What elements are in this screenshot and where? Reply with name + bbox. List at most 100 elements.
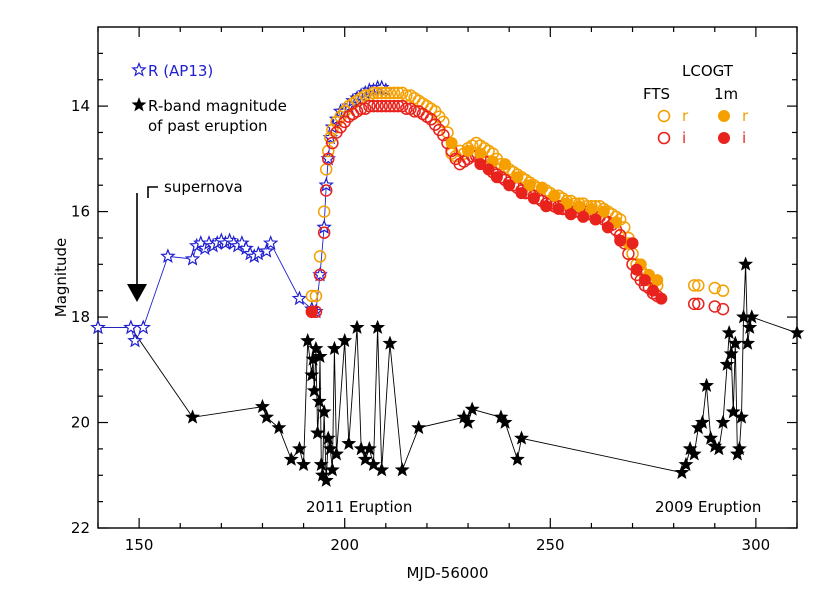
lcogt-1m-i-point bbox=[503, 179, 516, 192]
r-band-magnitude-of-past-eruption-point bbox=[789, 325, 805, 340]
r-band-magnitude-of-past-eruption-point bbox=[311, 393, 327, 408]
lcogt-1m-i-point bbox=[577, 210, 590, 223]
r-band-magnitude-of-past-eruption-point bbox=[719, 356, 735, 371]
lcogt-fts-r-point bbox=[309, 289, 323, 303]
r-band-magnitude-of-past-eruption-point bbox=[740, 335, 756, 350]
lcogt-fts-i-point bbox=[371, 99, 384, 113]
y-axis-title: Magnitude bbox=[52, 238, 70, 317]
lcogt-fts-r-point bbox=[359, 89, 372, 102]
r-band-magnitude-of-past-eruption-point bbox=[723, 346, 739, 361]
legend-left: R (AP13) R-band magnitude of past erupti… bbox=[131, 61, 287, 135]
r-ap13-point bbox=[127, 332, 143, 348]
lcogt-fts-r-point bbox=[692, 279, 705, 292]
r-band-magnitude-of-past-eruption-point bbox=[497, 414, 513, 429]
lcogt-1m-i-point bbox=[305, 305, 318, 318]
r-band-magnitude-of-past-eruption-point bbox=[366, 456, 381, 472]
r-band-magnitude-of-past-eruption-point bbox=[731, 441, 747, 456]
lcogt-fts-r-point bbox=[708, 281, 722, 295]
supernova-bracket bbox=[147, 186, 158, 198]
supernova-label: supernova bbox=[164, 178, 243, 196]
lcogt-1m-i-point bbox=[482, 163, 495, 176]
lcogt-fts-r-point bbox=[313, 250, 327, 263]
lcogt-fts-i-point bbox=[367, 99, 380, 113]
legend-ap13-star-icon bbox=[131, 61, 147, 77]
eruption-2011-label: 2011 Eruption bbox=[306, 498, 412, 516]
x-tick-label: 200 bbox=[330, 536, 359, 554]
r-ap13-point bbox=[184, 250, 201, 266]
lcogt-fts-i-point bbox=[363, 99, 376, 113]
r-band-magnitude-of-past-eruption-point bbox=[320, 430, 336, 445]
x-tick-label: 300 bbox=[742, 536, 771, 554]
lcogt-fts-i-point bbox=[319, 184, 333, 197]
legend-1m-header: 1m bbox=[714, 85, 738, 103]
lcogt-1m-i-point bbox=[626, 237, 639, 250]
lcogt-1m-i-point bbox=[601, 221, 614, 234]
lcogt-fts-i-point bbox=[708, 300, 722, 313]
eruption-2009-label: 2009 Eruption bbox=[655, 498, 761, 516]
x-axis-title: MJD-56000 bbox=[406, 564, 488, 582]
r-band-magnitude-of-past-eruption-point bbox=[725, 404, 741, 419]
lcogt-fts-i-point bbox=[375, 99, 388, 113]
r-band-magnitude-of-past-eruption-point bbox=[734, 409, 749, 424]
r-ap13-point bbox=[90, 319, 106, 335]
lcogt-fts-i-point bbox=[387, 99, 401, 113]
lcogt-fts-i-point bbox=[322, 152, 335, 166]
legend-fts-i-label: i bbox=[682, 129, 686, 147]
lcogt-fts-r-point bbox=[716, 284, 730, 297]
r-band-magnitude-of-past-eruption-point bbox=[374, 462, 390, 477]
r-band-magnitude-of-past-eruption-point bbox=[296, 456, 312, 472]
legend-past-label-2: of past eruption bbox=[148, 117, 268, 135]
lcogt-1m-i-point bbox=[655, 292, 668, 305]
lcogt-fts-i-point bbox=[687, 297, 701, 311]
lcogt-1m-i-point bbox=[527, 192, 540, 205]
r-band-magnitude-of-past-eruption-point bbox=[185, 409, 201, 424]
lcogt-1m-i-point bbox=[638, 274, 651, 287]
r-band-magnitude-of-past-eruption-point bbox=[382, 335, 398, 350]
lcogt-fts-i-point bbox=[408, 105, 421, 118]
r-ap13-point bbox=[291, 290, 308, 306]
legend-past-star-icon bbox=[131, 97, 147, 112]
supernova-arrow-head bbox=[127, 284, 147, 302]
r-band-magnitude-of-past-eruption-point bbox=[255, 398, 270, 414]
tick-labels: 150 200 250 300 14 16 18 20 22 bbox=[71, 97, 770, 554]
legend-1m-r-marker bbox=[718, 110, 730, 122]
r-band-magnitude-of-past-eruption-point bbox=[699, 377, 714, 392]
lcogt-fts-r-point bbox=[400, 89, 413, 102]
lcogt-1m-i-point bbox=[515, 187, 528, 200]
r-band-magnitude-of-past-eruption-point bbox=[308, 340, 324, 356]
legend-fts-header: FTS bbox=[643, 85, 670, 103]
lcogt-fts-r-point bbox=[319, 163, 333, 176]
lcogt-1m-i-point bbox=[589, 213, 602, 226]
r-band-magnitude-of-past-eruption-point bbox=[259, 409, 275, 424]
lcogt-1m-r-point bbox=[573, 200, 586, 213]
r-band-magnitude-of-past-eruption-point bbox=[686, 446, 702, 461]
r-band-magnitude-of-past-eruption-point bbox=[460, 414, 476, 429]
r-band-magnitude-of-past-eruption-point bbox=[316, 404, 332, 419]
lcogt-1m-i-point bbox=[540, 200, 553, 213]
r-band-magnitude-of-past-eruption-point bbox=[271, 419, 287, 435]
r-band-magnitude-of-past-eruption-point bbox=[310, 425, 326, 440]
lcogt-1m-i-point bbox=[647, 284, 660, 297]
legend-lcogt: LCOGT FTS 1m r r i i bbox=[643, 62, 749, 147]
legend-fts-i-marker bbox=[657, 131, 671, 145]
lcogt-1m-i-point bbox=[564, 208, 577, 221]
legend-past-star-shape bbox=[131, 97, 147, 112]
y-tick-label: 16 bbox=[71, 203, 90, 221]
legend-past-label-1: R-band magnitude bbox=[148, 97, 287, 115]
lcogt-fts-i-point bbox=[391, 99, 405, 113]
legend-fts-r-label: r bbox=[682, 107, 689, 125]
y-tick-label: 22 bbox=[71, 519, 90, 537]
lcogt-1m-r-point bbox=[462, 144, 475, 157]
r-band-magnitude-of-past-eruption-point bbox=[357, 451, 373, 466]
r-ap13-point bbox=[258, 242, 275, 258]
r-band-magnitude-of-past-eruption-point bbox=[318, 472, 334, 487]
lcogt-fts-r-point bbox=[371, 86, 384, 100]
legend-ap13-star-shape bbox=[131, 61, 147, 77]
y-tick-label: 20 bbox=[71, 414, 90, 432]
legend-lcogt-title: LCOGT bbox=[682, 62, 734, 80]
lcogt-fts-r-point bbox=[387, 86, 401, 100]
legend-1m-i-marker bbox=[718, 132, 730, 144]
r-band-magnitude-of-past-eruption-point bbox=[715, 414, 731, 429]
legend-ap13-label: R (AP13) bbox=[148, 62, 213, 80]
